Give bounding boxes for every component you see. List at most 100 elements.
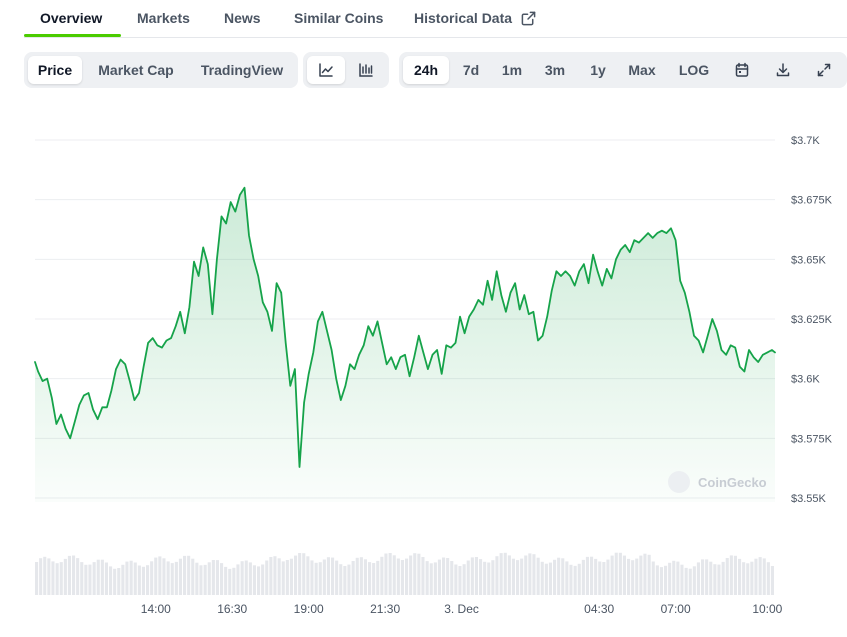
y-tick-label: $3.55K — [791, 493, 827, 505]
volume-bar — [47, 558, 51, 595]
fullscreen-icon — [817, 63, 831, 77]
volume-bar — [659, 567, 664, 595]
price-line[interactable] — [34, 186, 776, 468]
volume-bar — [92, 562, 96, 595]
active-tab-indicator — [24, 34, 121, 37]
volume-bar — [392, 555, 396, 595]
volume-bar — [442, 557, 446, 595]
range-7d-button[interactable]: 7d — [462, 62, 480, 78]
log-scale-button[interactable]: LOG — [678, 62, 710, 78]
volume-bar — [672, 560, 676, 595]
volume-bar — [520, 558, 524, 595]
volume-bar — [261, 564, 265, 595]
volume-bar — [696, 562, 701, 595]
volume-bar — [141, 566, 146, 595]
volume-bar — [55, 563, 59, 595]
volume-bar — [203, 564, 207, 595]
fullscreen-button[interactable] — [807, 56, 841, 84]
range-selector: 24h 7d 1m 3m 1y Max LOG — [399, 52, 847, 88]
volume-bar — [553, 559, 557, 595]
volume-bar — [446, 558, 450, 595]
volume-bar — [577, 563, 581, 595]
volume-bar — [35, 562, 39, 595]
volume-bar — [643, 553, 647, 595]
volume-bar — [285, 560, 289, 595]
x-tick-label: 3. Dec — [444, 602, 479, 616]
range-24h-button[interactable]: 24h — [403, 56, 449, 84]
volume-bar — [195, 562, 199, 595]
volume-bar — [388, 553, 392, 595]
tab-historical-data[interactable]: Historical Data — [414, 10, 513, 26]
volume-bar — [257, 566, 261, 595]
volume-bar — [717, 564, 721, 595]
candlestick-view-button[interactable] — [347, 56, 385, 84]
volume-bar — [215, 560, 220, 595]
external-link-icon[interactable] — [521, 11, 536, 26]
volume-bar — [380, 556, 384, 595]
y-tick-label: $3.6K — [791, 374, 820, 386]
volume-bar — [191, 558, 195, 595]
volume-bar — [483, 561, 487, 595]
volume-bar — [507, 555, 511, 595]
volume-bar — [540, 561, 544, 595]
volume-bar — [384, 553, 388, 595]
volume-bar — [289, 558, 294, 595]
volume-bar — [343, 566, 347, 595]
watermark-text: CoinGecko — [698, 475, 767, 490]
volume-bar — [421, 557, 425, 595]
tradingview-tab-button[interactable]: TradingView — [200, 62, 284, 78]
volume-bar — [544, 563, 548, 595]
volume-bar — [585, 556, 590, 595]
range-3m-button[interactable]: 3m — [544, 62, 566, 78]
volume-bar — [676, 561, 680, 595]
range-1m-button[interactable]: 1m — [501, 62, 523, 78]
volume-bar — [721, 561, 725, 595]
volume-bar — [326, 557, 331, 595]
price-tab-button[interactable]: Price — [28, 56, 82, 84]
x-axis-ticks: 14:00 16:30 19:00 21:30 3. Dec 04:30 07:00 10:0… — [141, 602, 783, 616]
volume-bar — [709, 561, 713, 595]
tab-overview[interactable]: Overview — [40, 10, 103, 26]
volume-bar — [433, 562, 437, 595]
volume-bar — [376, 560, 380, 595]
y-tick-label: $3.675K — [791, 195, 833, 207]
volume-bar — [758, 557, 762, 595]
volume-bar — [322, 559, 326, 595]
volume-bar — [536, 557, 540, 595]
line-view-button[interactable] — [307, 56, 345, 84]
volume-bar — [450, 561, 454, 595]
volume-bar — [581, 559, 585, 595]
market-cap-tab-button[interactable]: Market Cap — [98, 62, 174, 78]
tab-news[interactable]: News — [224, 10, 261, 26]
calendar-button[interactable] — [725, 56, 759, 84]
volume-bar — [750, 561, 754, 595]
volume-bar — [437, 559, 442, 595]
volume-bar — [281, 561, 285, 595]
volume-bar — [705, 559, 709, 595]
range-1y-button[interactable]: 1y — [590, 62, 606, 78]
volume-bar — [39, 558, 43, 595]
volume-bars — [35, 552, 775, 595]
volume-bar — [503, 552, 507, 595]
volume-bar — [347, 564, 351, 595]
tab-markets[interactable]: Markets — [137, 10, 190, 26]
volume-bar — [224, 566, 228, 595]
tab-bar: Overview Markets News Similar Coins Hist… — [24, 0, 847, 38]
volume-bar — [150, 561, 154, 595]
volume-bar — [610, 555, 614, 595]
volume-bar — [43, 556, 47, 595]
volume-bar — [557, 557, 561, 595]
volume-bar — [121, 564, 125, 595]
x-tick-label: 10:00 — [752, 602, 782, 616]
volume-bar — [228, 568, 232, 595]
volume-bar — [713, 564, 717, 595]
volume-bar — [372, 563, 376, 595]
tab-similar-coins[interactable]: Similar Coins — [294, 10, 384, 26]
volume-bar — [109, 566, 113, 595]
volume-bar — [314, 562, 318, 595]
volume-bar — [113, 568, 117, 595]
price-chart[interactable]: $3.7K $3.675K $3.65K $3.625K $3.6K $3.575K $3.… — [0, 100, 847, 630]
download-button[interactable] — [766, 56, 800, 84]
volume-bar — [133, 562, 137, 595]
range-max-button[interactable]: Max — [628, 62, 656, 78]
